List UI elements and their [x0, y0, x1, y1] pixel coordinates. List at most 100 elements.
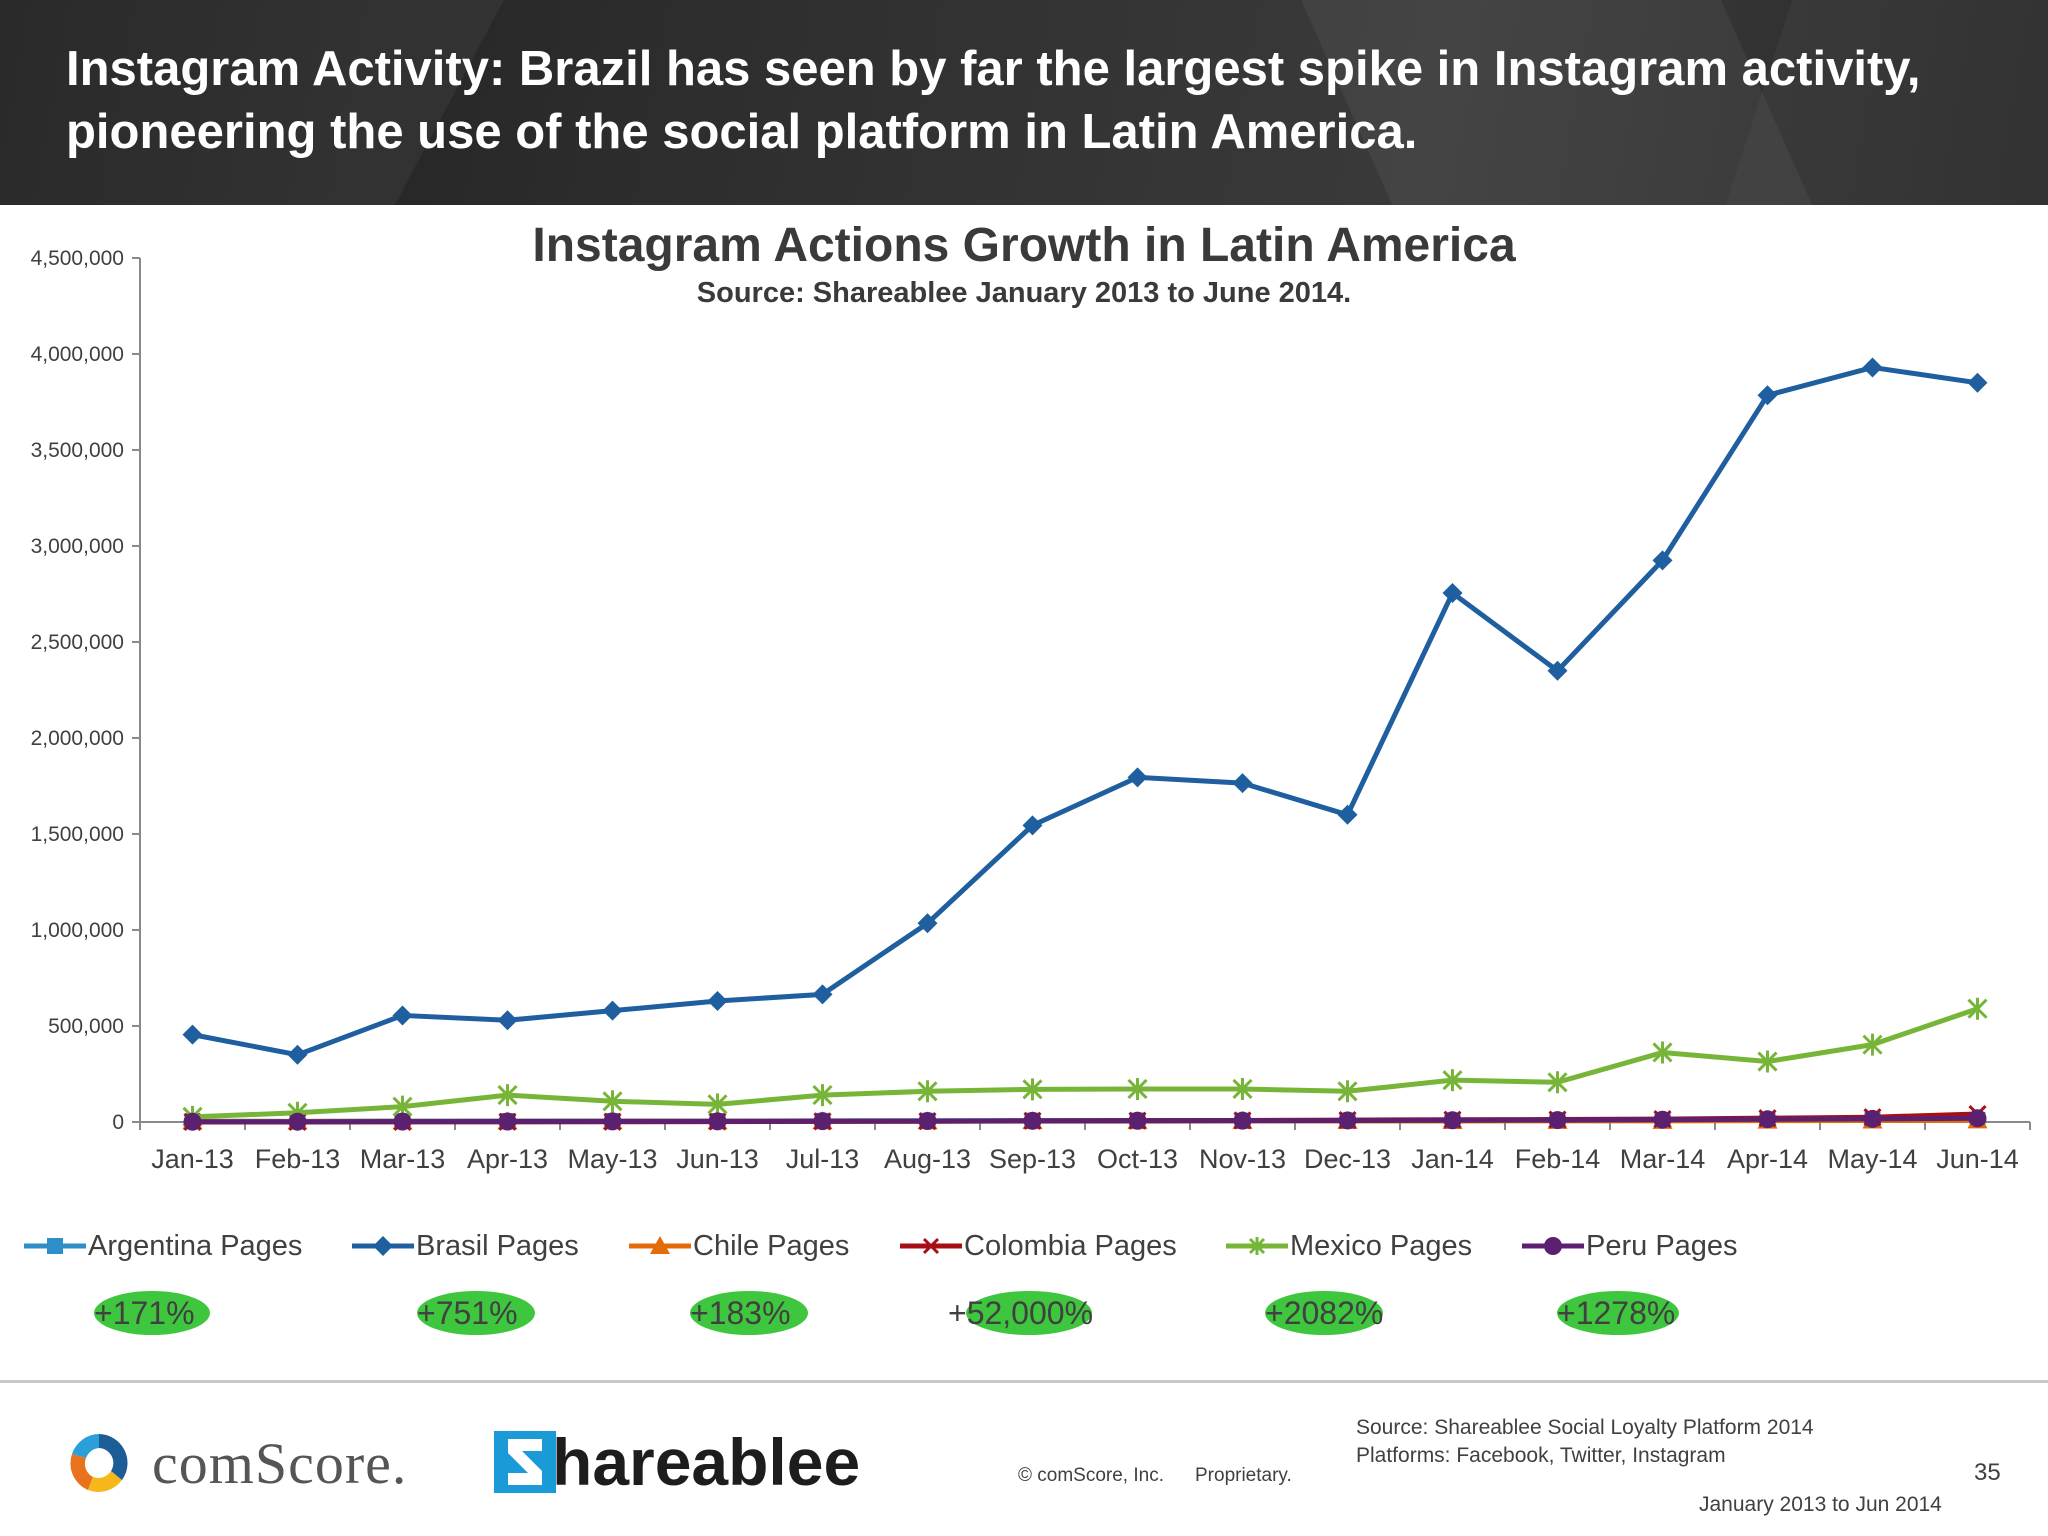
- peru-pages-point: [288, 1112, 307, 1131]
- brasil-pages-point: [1757, 385, 1778, 406]
- peru-pages-point: [183, 1112, 202, 1131]
- peru-pages-line: [192, 1115, 1978, 1125]
- mexico-pages-point: [707, 1093, 728, 1116]
- brasil-pages-point: [1022, 815, 1043, 836]
- growth-label-brasil: +751%: [417, 1295, 518, 1331]
- legend-item-brasil: Brasil Pages: [352, 1224, 579, 1268]
- brasil-pages-point: [287, 1044, 308, 1065]
- brasil-pages-point: [1547, 660, 1568, 681]
- legend-label-brasil: Brasil Pages: [416, 1229, 579, 1262]
- peru-pages-point: [603, 1112, 622, 1131]
- growth-label-mexico: +2082%: [1265, 1295, 1384, 1331]
- date-range-note: January 2013 to Jun 2014: [1699, 1493, 1942, 1516]
- peru-pages-point: [1758, 1110, 1777, 1129]
- shareablee-s-icon: [494, 1431, 556, 1493]
- badge-highlight: [94, 1291, 210, 1335]
- brasil-pages-point: [1127, 767, 1148, 788]
- legend-swatch-brasil: [352, 1236, 414, 1256]
- chart-title: Instagram Actions Growth in Latin Americ…: [532, 219, 1516, 272]
- mexico-pages-point: [917, 1080, 938, 1103]
- copyright-text: © comScore, Inc.: [1018, 1465, 1164, 1486]
- legend-swatch-chile: [629, 1236, 691, 1254]
- mexico-pages-point: [1337, 1080, 1358, 1103]
- x-tick-label: Nov-13: [1199, 1144, 1286, 1174]
- x-tick-label: Jan-13: [151, 1144, 234, 1174]
- peru-pages-point: [498, 1112, 517, 1131]
- peru-pages-point: [1863, 1109, 1882, 1128]
- badge-highlight: [690, 1291, 808, 1335]
- brasil-pages-line: [192, 364, 1978, 1058]
- x-tick-label: Sep-13: [989, 1144, 1076, 1174]
- badge-highlight: [417, 1291, 535, 1335]
- brasil-pages-point: [812, 984, 833, 1005]
- y-tick-label: 2,500,000: [31, 631, 124, 654]
- brasil-pages-point: [1967, 372, 1988, 393]
- mexico-pages-point: [1757, 1050, 1778, 1073]
- legend-swatch-argentina: [24, 1238, 86, 1254]
- legend-item-argentina: Argentina Pages: [24, 1224, 302, 1268]
- peru-pages-point: [1968, 1109, 1987, 1128]
- mexico-pages-point: [812, 1084, 833, 1107]
- growth-badge-argentina: +171%: [94, 1291, 210, 1335]
- legend-swatch-mexico: [1226, 1237, 1288, 1255]
- y-tick-label: 4,500,000: [31, 247, 124, 270]
- peru-pages-point: [1233, 1111, 1252, 1130]
- shareablee-logo: hareablee: [494, 1424, 860, 1500]
- x-tick-label: Jan-14: [1411, 1144, 1494, 1174]
- legend-item-mexico: Mexico Pages: [1226, 1224, 1472, 1268]
- brasil-pages-point: [392, 1005, 413, 1026]
- x-tick-label: May-14: [1827, 1144, 1917, 1174]
- y-tick-label: 1,000,000: [31, 919, 124, 942]
- comscore-wordmark: comScore.: [152, 1430, 408, 1496]
- comscore-emblem-icon: [70, 1434, 128, 1492]
- legend-label-chile: Chile Pages: [693, 1229, 850, 1262]
- growth-label-peru: +1278%: [1557, 1295, 1676, 1331]
- mexico-pages-point: [1232, 1077, 1253, 1100]
- brasil-pages-point: [182, 1024, 203, 1045]
- x-tick-label: Jul-13: [786, 1144, 860, 1174]
- growth-badge-chile: +183%: [690, 1291, 808, 1335]
- x-tick-label: Mar-13: [360, 1144, 446, 1174]
- legend-swatch-colombia: [900, 1237, 962, 1255]
- legend-label-argentina: Argentina Pages: [88, 1229, 303, 1262]
- y-tick-label: 0: [112, 1111, 124, 1134]
- x-tick-label: Jun-14: [1936, 1144, 2019, 1174]
- comscore-logo: comScore.: [66, 1427, 407, 1499]
- mexico-pages-point: [1442, 1069, 1463, 1092]
- peru-pages-point: [1128, 1111, 1147, 1130]
- brasil-pages-point: [1337, 804, 1358, 825]
- badge-highlight: [1265, 1291, 1383, 1335]
- legend-label-peru: Peru Pages: [1586, 1229, 1738, 1262]
- footer-divider: [0, 1380, 2048, 1383]
- y-tick-label: 3,000,000: [31, 535, 124, 558]
- slide-title: Instagram Activity: Brazil has seen by f…: [66, 42, 1921, 159]
- mexico-pages-point: [1547, 1071, 1568, 1094]
- peru-pages-point: [813, 1112, 832, 1131]
- peru-pages-point: [1443, 1111, 1462, 1130]
- y-tick-label: 500,000: [48, 1015, 124, 1038]
- mexico-pages-point: [1652, 1041, 1673, 1064]
- peru-pages-point: [1653, 1110, 1672, 1129]
- mexico-pages-point: [602, 1090, 623, 1113]
- legend-label-colombia: Colombia Pages: [964, 1229, 1177, 1262]
- peru-pages-point: [1023, 1111, 1042, 1130]
- peru-pages-point: [708, 1112, 727, 1131]
- growth-badge-brasil: +751%: [417, 1291, 535, 1335]
- growth-badge-colombia: +52,000%: [948, 1291, 1093, 1335]
- brasil-pages-point: [917, 913, 938, 934]
- brasil-pages-point: [1232, 773, 1253, 794]
- platforms-note: Platforms: Facebook, Twitter, Instagram: [1356, 1444, 1726, 1467]
- slide-header: Instagram Activity: Brazil has seen by f…: [0, 0, 2048, 205]
- brasil-pages-point: [707, 991, 728, 1012]
- x-tick-label: Feb-13: [255, 1144, 341, 1174]
- growth-label-chile: +183%: [690, 1295, 791, 1331]
- brasil-pages-point: [602, 1000, 623, 1021]
- x-tick-label: May-13: [567, 1144, 657, 1174]
- mexico-pages-point: [497, 1084, 518, 1107]
- growth-label-colombia: +52,000%: [948, 1295, 1094, 1331]
- x-tick-label: Apr-13: [467, 1144, 548, 1174]
- growth-badge-peru: +1278%: [1557, 1291, 1679, 1335]
- legend-item-chile: Chile Pages: [629, 1224, 849, 1268]
- x-tick-label: Oct-13: [1097, 1144, 1178, 1174]
